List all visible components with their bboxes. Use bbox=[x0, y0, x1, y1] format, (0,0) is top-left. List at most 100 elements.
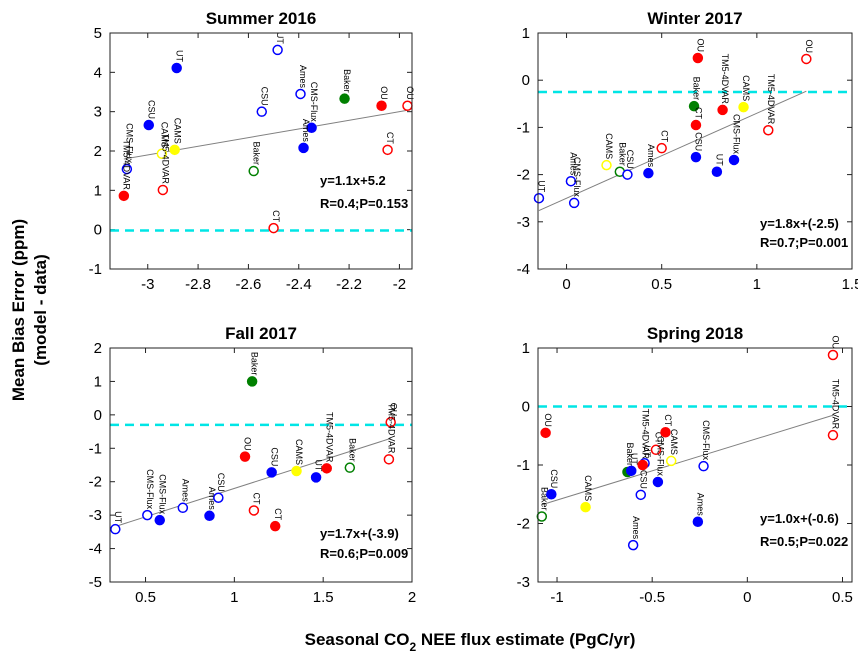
y-tick-label: 0 bbox=[94, 407, 102, 424]
axes-box bbox=[109, 347, 413, 583]
point-label: CMS-Flux bbox=[145, 469, 155, 509]
point-label: CSU bbox=[549, 469, 559, 488]
point-label: UT bbox=[275, 32, 285, 44]
x-axis-label: Seasonal CO2 NEE flux estimate (PgC/yr) bbox=[305, 630, 636, 654]
y-tick-label: 0 bbox=[522, 399, 530, 416]
data-point bbox=[291, 465, 302, 477]
point-label: CT bbox=[694, 107, 704, 119]
point-label: Baker bbox=[539, 487, 549, 511]
axes-box bbox=[537, 347, 853, 583]
point-label: CT bbox=[271, 210, 281, 222]
data-point bbox=[169, 144, 180, 156]
point-label: Ames bbox=[569, 152, 579, 176]
fit-equation: y=1.0x+(-0.6) bbox=[760, 511, 839, 526]
y-tick-label: -4 bbox=[517, 261, 530, 278]
data-point bbox=[383, 454, 395, 465]
y-tick-label: -3 bbox=[517, 574, 530, 591]
data-point bbox=[156, 148, 168, 160]
data-point bbox=[110, 523, 121, 535]
point-label: Baker bbox=[342, 69, 352, 93]
subplot: Winter 201700.511.5-4-3-2-101UTAmesCMS-F… bbox=[517, 9, 858, 293]
fit-statistics: R=0.4;P=0.153 bbox=[320, 196, 408, 211]
y-tick-label: 1 bbox=[94, 373, 102, 390]
point-label: Ames bbox=[631, 516, 641, 540]
point-label: TM5-4DVAR bbox=[121, 139, 131, 190]
x-tick-label: 0.5 bbox=[135, 589, 156, 606]
data-point bbox=[272, 44, 283, 56]
x-axis-label-part: Seasonal CO bbox=[305, 630, 410, 649]
point-label: CSU bbox=[146, 100, 156, 119]
y-tick-label: 2 bbox=[94, 143, 102, 160]
data-point bbox=[269, 520, 281, 532]
point-label: UT bbox=[314, 459, 324, 471]
x-tick-label: 0 bbox=[562, 276, 570, 293]
data-point bbox=[385, 416, 396, 428]
data-point bbox=[565, 175, 577, 187]
data-point bbox=[157, 184, 169, 196]
point-label: Ames bbox=[207, 487, 217, 511]
data-point bbox=[344, 462, 356, 473]
y-tick-label: -1 bbox=[89, 261, 102, 278]
y-tick-label: -3 bbox=[517, 214, 530, 231]
point-label: CT bbox=[385, 132, 395, 144]
y-tick-label: -2 bbox=[517, 167, 530, 184]
point-label: UT bbox=[715, 154, 725, 166]
point-label: UT bbox=[113, 511, 123, 523]
fit-line bbox=[538, 90, 807, 211]
point-label: CAMS bbox=[604, 133, 614, 159]
data-point bbox=[540, 427, 551, 439]
point-label: TM5-4DVAR bbox=[640, 409, 650, 460]
data-point bbox=[204, 510, 215, 522]
point-label: UT bbox=[174, 50, 184, 62]
point-label: CAMS bbox=[172, 118, 182, 144]
data-point bbox=[536, 511, 548, 522]
x-tick-label: 2 bbox=[408, 589, 416, 606]
point-label: Ames bbox=[298, 65, 308, 89]
subplot-title: Fall 2017 bbox=[225, 324, 297, 343]
y-tick-label: 0 bbox=[94, 222, 102, 239]
x-tick-label: -1 bbox=[550, 589, 563, 606]
x-tick-label: 1 bbox=[753, 276, 761, 293]
data-point bbox=[256, 106, 268, 117]
point-label: CSU bbox=[259, 87, 269, 106]
data-point bbox=[339, 93, 350, 104]
y-tick-label: 1 bbox=[522, 340, 530, 357]
y-axis-label: Mean Bias Error (ppm) bbox=[9, 219, 28, 401]
x-tick-label: -2.2 bbox=[336, 276, 362, 293]
data-point bbox=[652, 476, 664, 488]
data-point bbox=[688, 100, 700, 112]
y-tick-label: 3 bbox=[94, 104, 102, 121]
point-label: Ames bbox=[646, 144, 656, 168]
point-label: Baker bbox=[250, 352, 260, 376]
subplot: Fall 2017 0.5 1 1.5 2 -5 -4 -3 -2 -1 0 1 2 UT CMS-Flux… bbox=[89, 324, 417, 606]
data-point bbox=[601, 159, 612, 171]
fit-line bbox=[541, 414, 834, 506]
data-point bbox=[266, 467, 277, 478]
y-tick-label: -1 bbox=[89, 440, 102, 457]
point-label: TM5-4DVAR bbox=[324, 412, 334, 463]
data-point bbox=[698, 460, 709, 472]
point-label: Baker bbox=[625, 443, 635, 467]
point-label: UT bbox=[537, 180, 547, 192]
point-label: Baker bbox=[347, 438, 357, 462]
x-tick-label: 0 bbox=[743, 589, 751, 606]
x-tick-label: 1.5 bbox=[842, 276, 858, 293]
data-point bbox=[627, 539, 639, 551]
point-label: CAMS bbox=[669, 429, 679, 455]
fit-statistics: R=0.5;P=0.022 bbox=[760, 534, 848, 549]
point-label: Baker bbox=[692, 77, 702, 101]
fit-line bbox=[115, 437, 391, 527]
data-point bbox=[622, 169, 633, 180]
point-label: CMS-Flux bbox=[701, 420, 711, 460]
subplot-title: Winter 2017 bbox=[647, 9, 742, 28]
point-label: CAMS bbox=[294, 439, 304, 465]
data-point bbox=[637, 459, 648, 471]
data-point bbox=[295, 88, 306, 100]
point-label: CAMS bbox=[583, 475, 593, 501]
data-point bbox=[568, 197, 580, 209]
point-label: OU bbox=[405, 86, 415, 100]
point-label: CT bbox=[654, 432, 664, 444]
fit-equation: y=1.8x+(-2.5) bbox=[760, 216, 839, 231]
x-tick-label: -0.5 bbox=[639, 589, 665, 606]
data-point bbox=[171, 62, 182, 74]
